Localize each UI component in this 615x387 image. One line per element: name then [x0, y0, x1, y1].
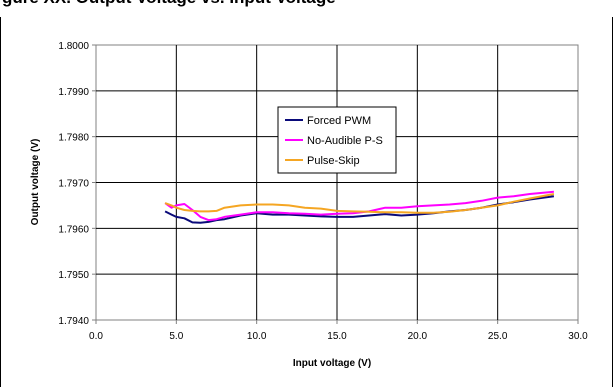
x-tick-label: 30.0 [568, 331, 588, 342]
x-tick-label: 25.0 [488, 331, 508, 342]
x-tick-label: 10.0 [247, 331, 267, 342]
x-tick-label: 15.0 [327, 331, 347, 342]
y-tick-label: 1.7970 [58, 179, 89, 190]
x-tick-label: 5.0 [169, 331, 183, 342]
y-tick-label: 1.7990 [58, 87, 89, 98]
series-pulse-skip [164, 193, 555, 214]
legend-label-no-audible-ps: No-Audible P-S [307, 135, 383, 147]
legend-label-pulse-skip: Pulse-Skip [307, 155, 360, 167]
legend-label-forced-pwm: Forced PWM [307, 115, 371, 127]
x-axis-label: Input voltage (V) [293, 358, 371, 369]
y-tick-label: 1.7960 [58, 224, 89, 235]
series-lines [164, 190, 555, 224]
y-tick-label: 1.7940 [58, 316, 89, 327]
y-tick-label: 1.8000 [58, 41, 89, 52]
axis-ticks: 1.7940 1.7950 1.7960 1.7970 1.7980 1.7990 1.80… [58, 41, 588, 342]
y-axis-label: Output voltage (V) [30, 139, 41, 226]
x-tick-label: 0.0 [89, 331, 103, 342]
chart-frame [0, 17, 613, 387]
page-title: gure XX. Output Voltage vs. Input Voltag… [2, 0, 336, 8]
legend: Forced PWM No-Audible P-S Pulse-Skip [277, 106, 397, 174]
grid-lines [96, 45, 578, 320]
x-tick-label: 20.0 [408, 331, 428, 342]
y-tick-label: 1.7980 [58, 133, 89, 144]
y-tick-label: 1.7950 [58, 270, 89, 281]
series-no-audible-ps [164, 190, 554, 222]
